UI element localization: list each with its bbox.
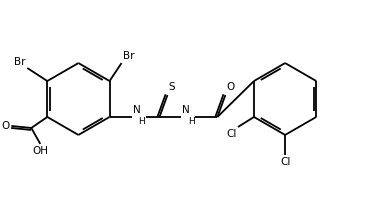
Text: N: N (132, 105, 140, 115)
Text: Br: Br (14, 57, 25, 67)
Text: Cl: Cl (227, 129, 237, 139)
Text: O: O (226, 82, 235, 92)
Text: S: S (169, 82, 175, 92)
Text: Cl: Cl (280, 157, 290, 167)
Text: H: H (188, 117, 195, 127)
Text: N: N (182, 105, 190, 115)
Text: Br: Br (123, 51, 134, 61)
Text: OH: OH (32, 146, 48, 156)
Text: H: H (138, 117, 145, 127)
Text: O: O (1, 121, 9, 131)
